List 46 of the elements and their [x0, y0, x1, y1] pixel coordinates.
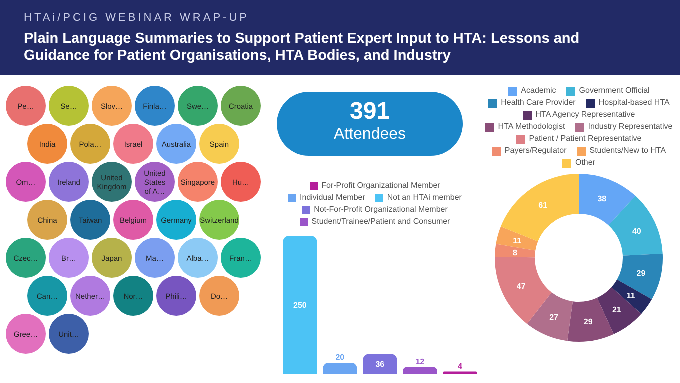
data-label: 47	[516, 282, 526, 291]
donut-slice	[568, 298, 614, 342]
legend-label: Payers/Regulator	[504, 146, 567, 156]
data-label: 21	[612, 306, 622, 315]
legend-label: Students/New to HTA	[590, 146, 666, 156]
donut-slice	[495, 244, 536, 258]
donut-slice	[608, 196, 663, 256]
donut-slice	[612, 280, 652, 314]
data-label: 12	[416, 357, 426, 366]
text: HTAi/PCIG WEBINAR WRAP-UP	[24, 12, 250, 24]
data-label: 38	[598, 194, 608, 204]
legend-label: Individual Member	[300, 193, 366, 202]
legend-label: For-Profit Organizational Member	[322, 181, 440, 190]
data-label: 20	[336, 352, 346, 362]
text: 391	[348, 98, 392, 126]
donut-slice	[617, 254, 663, 300]
data-label: 4	[458, 362, 463, 371]
legend-label: Hospital-based HTA	[598, 98, 670, 108]
text: Attendees	[332, 126, 408, 144]
data-label: 11	[626, 291, 636, 300]
legend-label: Industry Representative	[588, 122, 673, 132]
donut-slice	[579, 174, 636, 226]
legend-label: Patient / Patient Representative	[529, 134, 642, 144]
donut-slice	[496, 226, 538, 251]
data-label: 250	[294, 301, 308, 310]
data-label: 8	[513, 248, 518, 258]
data-label: 29	[636, 268, 646, 278]
legend-label: Not-For-Profit Organizational Member	[314, 205, 448, 214]
text: Plain Language Summaries to Support Patient Expert Input to HTA: Lessons and Guidance for Patient Organisations, HTA Bodies, and Industry	[24, 31, 581, 65]
data-label: 29	[584, 317, 594, 326]
data-label: 11	[513, 236, 522, 246]
legend-label: HTA Methodologist	[498, 122, 566, 132]
donut-slice	[501, 174, 579, 242]
donut-slice	[597, 287, 642, 334]
legend-label: Health Care Provider	[501, 98, 576, 108]
legend-label: Not an HTAi member	[387, 193, 462, 202]
data-label: 40	[632, 226, 642, 236]
legend-label: Other	[575, 158, 596, 168]
data-label: 36	[376, 360, 386, 370]
donut-slice	[527, 292, 574, 342]
legend-label: Government Official	[579, 86, 650, 96]
legend-label: HTA Agency Representative	[536, 110, 636, 120]
data-label: 61	[538, 201, 548, 210]
legend-label: Academic	[521, 86, 556, 96]
legend-label: Student/Trainee/Patient and Consumer	[312, 217, 450, 226]
data-label: 27	[550, 312, 560, 322]
